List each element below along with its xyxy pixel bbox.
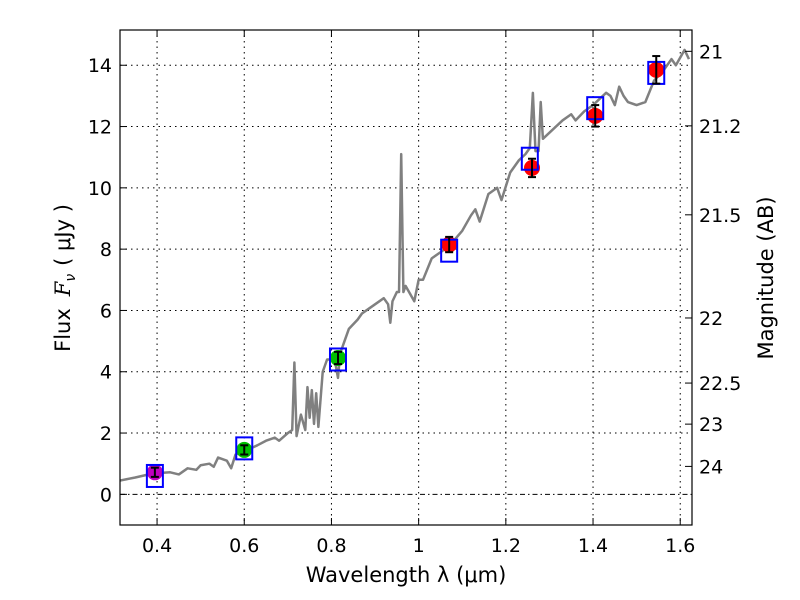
y-tick-label: 6 xyxy=(100,300,112,322)
x-tick-label: 0.8 xyxy=(316,535,346,557)
model-point xyxy=(235,436,254,461)
y-tick-label: 10 xyxy=(88,178,112,200)
y-tick-label: 12 xyxy=(88,117,112,139)
x-tick-label: 1.4 xyxy=(578,535,608,557)
model-point xyxy=(145,463,164,488)
y-tick-label: 2 xyxy=(100,423,112,445)
y2-tick-label: 21 xyxy=(699,41,723,63)
grid xyxy=(120,30,692,525)
x-tick-label: 1.6 xyxy=(665,535,695,557)
y2-tick-label: 21.5 xyxy=(699,205,741,227)
y-axis-label: FluxFν( μJy ) xyxy=(51,204,79,352)
y-tick-label: 0 xyxy=(100,484,112,506)
x-axis-label: Wavelength λ (μm) xyxy=(306,563,507,587)
y2-tick-label: 22 xyxy=(699,308,723,330)
y-tick-label: 4 xyxy=(100,362,112,384)
y2-tick-label: 23 xyxy=(699,414,723,436)
spectrum-series xyxy=(119,48,691,482)
y2-tick-label: 22.5 xyxy=(699,373,741,395)
y2-axis-label: Magnitude (AB) xyxy=(754,196,778,359)
plot-frame xyxy=(119,29,693,526)
axis-ticks: 0.4 0.6 0.8 1 1.2 1.4 1.6024681012142121.221.5… xyxy=(88,30,741,557)
x-tick-label: 0.4 xyxy=(142,535,172,557)
y-tick-label: 14 xyxy=(88,55,112,77)
model-point xyxy=(520,146,539,171)
photometry-points xyxy=(145,55,666,488)
x-tick-label: 1.2 xyxy=(491,535,521,557)
y-tick-label: 8 xyxy=(100,239,112,261)
x-tick-label: 1 xyxy=(413,535,425,557)
y2-tick-label: 24 xyxy=(699,456,723,478)
x-tick-label: 0.6 xyxy=(229,535,259,557)
model-point xyxy=(328,347,347,372)
y2-tick-label: 21.2 xyxy=(699,116,741,138)
spectrum-line xyxy=(119,48,691,482)
